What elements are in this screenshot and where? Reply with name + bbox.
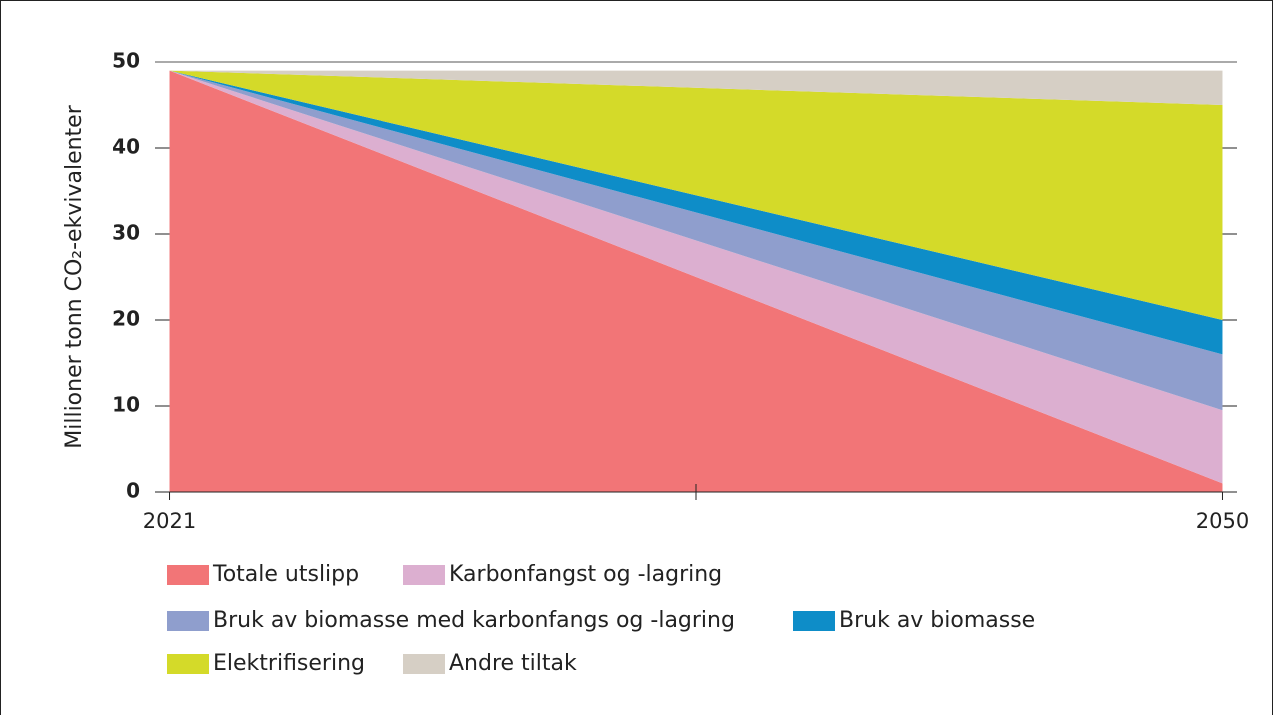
area	[169, 70, 1223, 105]
y-tick-label: 40	[112, 135, 140, 159]
x-tick-label: 2050	[1196, 509, 1249, 533]
legend-swatch	[167, 565, 209, 585]
legend-label: Bruk av biomasse med karbonfangs og -lag…	[213, 608, 735, 633]
legend-label: Bruk av biomasse	[839, 608, 1035, 633]
legend-label: Karbonfangst og -lagring	[449, 562, 722, 587]
area	[169, 70, 1223, 484]
y-tick-label: 50	[112, 49, 140, 73]
area	[169, 70, 1223, 355]
legend-label: Elektrifisering	[213, 651, 365, 676]
area	[169, 70, 1223, 411]
legend-swatch	[167, 611, 209, 631]
x-tick-label: 2021	[143, 509, 196, 533]
legend-swatch	[403, 565, 445, 585]
y-tick-label: 10	[112, 393, 140, 417]
y-tick-label: 30	[112, 221, 140, 245]
y-tick-label: 0	[126, 479, 140, 503]
legend-label: Totale utslipp	[212, 562, 359, 587]
y-axis-label: Millioner tonn CO₂-ekvivalenter	[62, 104, 87, 448]
legend-swatch	[167, 654, 209, 674]
legend-swatch	[793, 611, 835, 631]
area	[169, 70, 1223, 320]
area	[169, 70, 1223, 492]
y-tick-label: 20	[112, 307, 140, 331]
legend-label: Andre tiltak	[449, 651, 577, 676]
legend-swatch	[403, 654, 445, 674]
